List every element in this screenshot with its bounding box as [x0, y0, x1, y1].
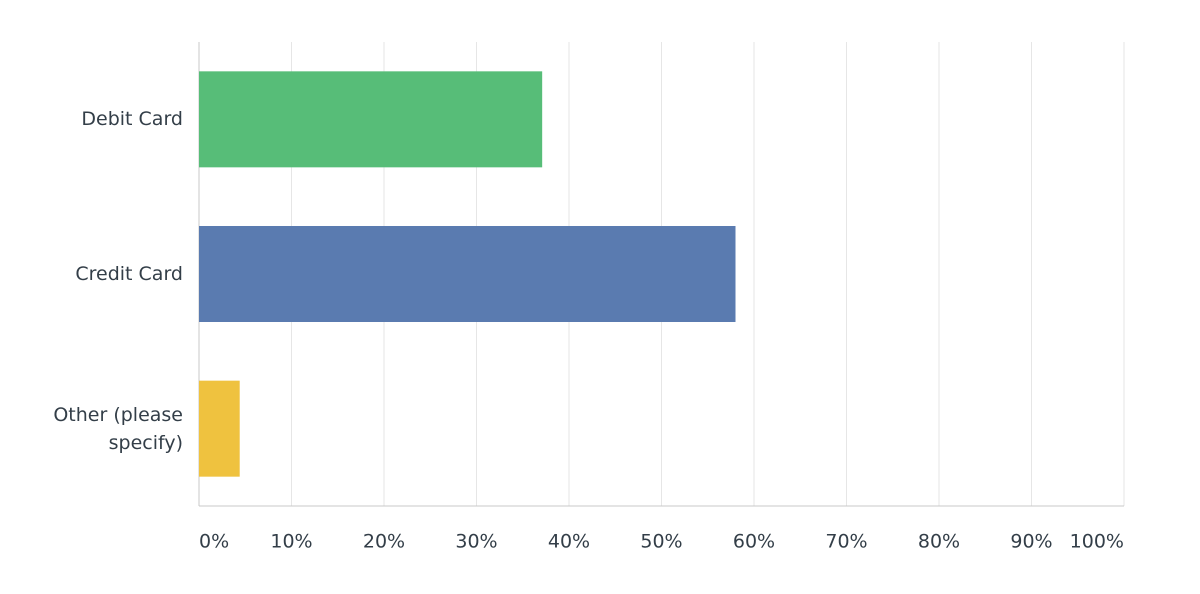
x-tick-label: 0%	[199, 531, 229, 553]
x-tick-label: 40%	[548, 531, 590, 553]
x-tick-label: 70%	[825, 531, 867, 553]
bar	[199, 380, 240, 477]
x-tick-label: 20%	[363, 531, 405, 553]
y-tick-label: Other (please specify)	[53, 403, 183, 454]
x-tick-label: 60%	[733, 531, 775, 553]
bar	[199, 71, 543, 168]
x-tick-label: 30%	[455, 531, 497, 553]
y-tick-label: Debit Card	[81, 108, 183, 131]
bar	[199, 226, 736, 322]
x-tick-label: 100%	[1070, 531, 1124, 553]
x-tick-label: 80%	[918, 531, 960, 553]
x-tick-label: 50%	[640, 531, 682, 553]
x-tick-label: 90%	[1010, 531, 1052, 553]
x-tick-label: 10%	[270, 531, 312, 553]
y-tick-label: Credit Card	[75, 263, 183, 285]
